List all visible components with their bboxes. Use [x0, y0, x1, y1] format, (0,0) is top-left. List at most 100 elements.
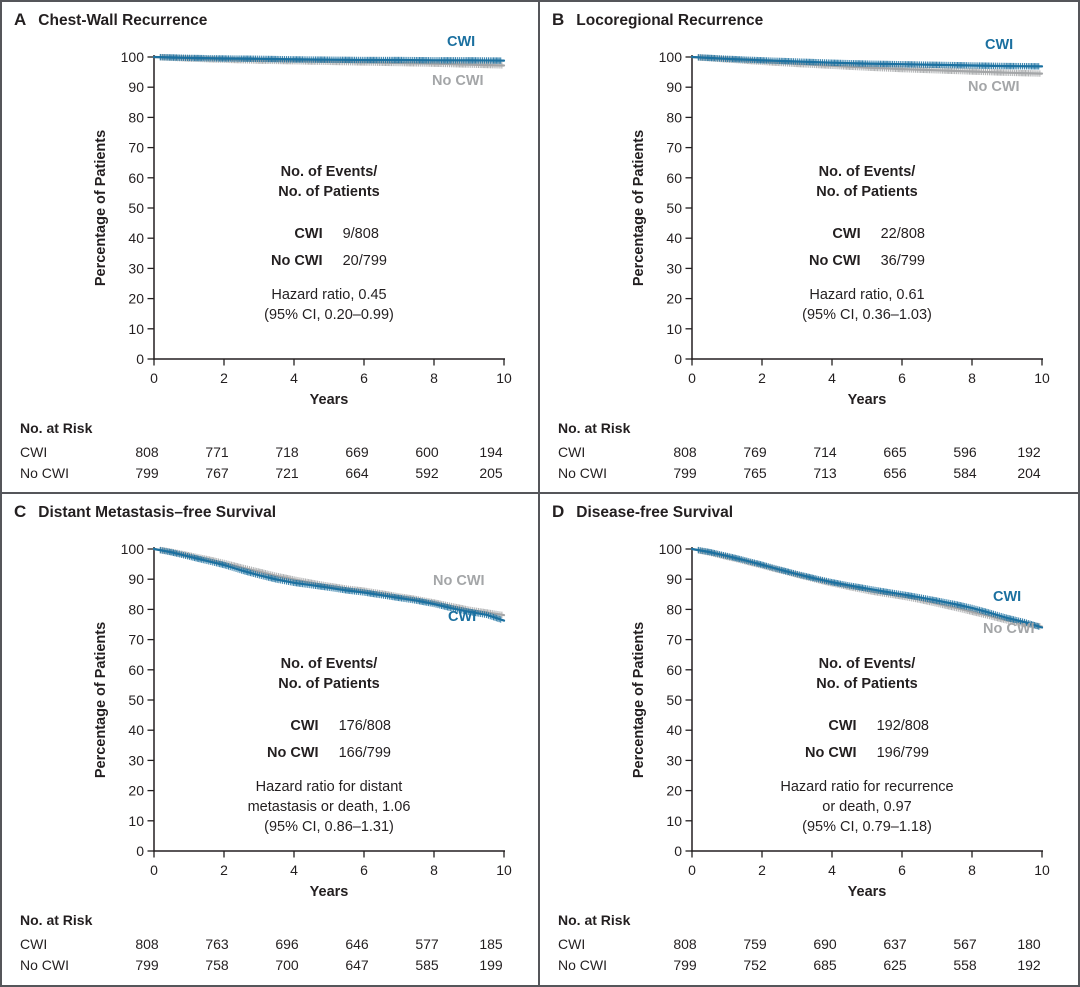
- events-row-value: 192/808: [876, 717, 929, 734]
- svg-text:50: 50: [666, 200, 682, 216]
- svg-text:20: 20: [666, 782, 682, 798]
- events-row-value: 22/808: [880, 226, 925, 242]
- svg-text:0: 0: [674, 351, 682, 367]
- at-risk-row-label: CWI: [20, 935, 48, 952]
- at-risk-value: 713: [813, 465, 837, 481]
- at-risk-header: No. at Risk: [20, 911, 93, 928]
- panel-header: D Disease-free Survival: [552, 502, 733, 522]
- at-risk-value: 584: [953, 465, 977, 481]
- at-risk-value: 180: [1017, 935, 1041, 952]
- at-risk-value: 656: [883, 465, 907, 481]
- x-axis-label: Years: [309, 392, 349, 408]
- panel-header: B Locoregional Recurrence: [552, 10, 763, 30]
- at-risk-value: 192: [1017, 956, 1041, 973]
- events-row-label: CWI: [832, 226, 861, 242]
- panel-header: C Distant Metastasis–free Survival: [14, 502, 276, 522]
- svg-text:40: 40: [128, 230, 144, 246]
- at-risk-row-no-cwi: No CWI 799 767 721 664 592 205: [2, 465, 538, 485]
- panel-title: Distant Metastasis–free Survival: [38, 503, 277, 521]
- km-plot: 0 10 20 30 40 50 60 70 80 90 100 0 2 4 6 8 10: [659, 541, 1050, 878]
- svg-text:40: 40: [128, 722, 144, 738]
- events-annotation: No. of Events/ No. of Patients CWI 9/808…: [154, 162, 504, 325]
- at-risk-value: 799: [135, 465, 159, 481]
- svg-text:100: 100: [659, 541, 683, 557]
- svg-text:90: 90: [128, 571, 144, 587]
- svg-text:60: 60: [128, 661, 144, 677]
- svg-text:0: 0: [688, 862, 696, 878]
- at-risk-row-cwi: CWI 808 771 718 669 600 194: [2, 444, 538, 464]
- svg-text:6: 6: [898, 862, 906, 878]
- svg-text:6: 6: [360, 370, 368, 386]
- panel-letter: B: [552, 10, 565, 29]
- events-header-line1: No. of Events/: [280, 655, 378, 672]
- at-risk-row-no-cwi: No CWI 799 752 685 625 558 192: [540, 957, 1078, 977]
- at-risk-row-cwi: CWI 808 763 696 646 577 185: [2, 936, 538, 956]
- events-annotation: No. of Events/ No. of Patients CWI 192/8…: [692, 654, 1042, 837]
- at-risk-value: 194: [479, 444, 503, 460]
- at-risk-value: 714: [813, 444, 837, 460]
- at-risk-value: 664: [345, 465, 369, 481]
- at-risk-value: 567: [953, 935, 977, 952]
- hazard-ratio-line: (95% CI, 0.20–0.99): [264, 307, 394, 323]
- svg-text:0: 0: [136, 351, 144, 367]
- hazard-ratio-line: metastasis or death, 1.06: [247, 798, 411, 815]
- at-risk-value: 646: [345, 935, 369, 952]
- number-at-risk-table: No. at Risk CWI 808 771 718 669 600 194 …: [2, 420, 538, 490]
- panel-title: Locoregional Recurrence: [576, 12, 764, 29]
- number-at-risk-table: No. at Risk CWI 808 763 696 646 577 185 …: [2, 912, 538, 982]
- hazard-ratio-line: Hazard ratio for distant: [255, 778, 403, 795]
- at-risk-row-no-cwi: No CWI 799 765 713 656 584 204: [540, 465, 1078, 485]
- svg-text:0: 0: [150, 862, 158, 878]
- svg-text:90: 90: [666, 571, 682, 587]
- events-row-label: No CWI: [271, 253, 323, 269]
- svg-text:8: 8: [430, 862, 438, 878]
- curve-label-cwi: CWI: [993, 588, 1022, 605]
- svg-text:10: 10: [666, 812, 682, 828]
- at-risk-row-cwi: CWI 808 769 714 665 596 192: [540, 444, 1078, 464]
- svg-text:30: 30: [666, 260, 682, 276]
- svg-text:30: 30: [666, 752, 682, 768]
- svg-text:80: 80: [128, 601, 144, 617]
- at-risk-value: 700: [275, 956, 299, 973]
- at-risk-value: 185: [479, 935, 503, 952]
- curve-label-cwi: CWI: [985, 37, 1014, 53]
- at-risk-value: 758: [205, 956, 229, 973]
- at-risk-value: 685: [813, 956, 837, 973]
- curve-label-cwi: CWI: [447, 34, 476, 50]
- at-risk-value: 808: [135, 935, 159, 952]
- svg-text:0: 0: [674, 843, 682, 859]
- curve-label-no-cwi: No CWI: [433, 572, 485, 589]
- hazard-ratio-line: or death, 0.97: [822, 798, 912, 815]
- at-risk-row-label: No CWI: [20, 956, 69, 973]
- at-risk-value: 192: [1017, 444, 1041, 460]
- events-row-label: No CWI: [809, 253, 861, 269]
- svg-text:70: 70: [128, 631, 144, 647]
- events-row-value: 9/808: [342, 226, 379, 242]
- at-risk-value: 718: [275, 444, 299, 460]
- events-row-value: 176/808: [338, 717, 391, 734]
- svg-text:70: 70: [128, 140, 144, 156]
- svg-text:60: 60: [666, 661, 682, 677]
- hazard-ratio-line: (95% CI, 0.79–1.18): [802, 818, 932, 835]
- svg-text:10: 10: [1034, 370, 1050, 386]
- svg-text:8: 8: [968, 862, 976, 878]
- svg-text:100: 100: [121, 541, 145, 557]
- events-row-value: 36/799: [880, 253, 925, 269]
- curve-label-no-cwi: No CWI: [968, 79, 1020, 95]
- at-risk-value: 752: [743, 956, 767, 973]
- at-risk-row-label: No CWI: [558, 465, 607, 481]
- at-risk-row-label: CWI: [558, 444, 586, 460]
- svg-text:6: 6: [898, 370, 906, 386]
- at-risk-header: No. at Risk: [558, 911, 631, 928]
- at-risk-value: 721: [275, 465, 299, 481]
- curve-label-no-cwi: No CWI: [432, 73, 484, 89]
- panel-distant-metastasis-free-survival: C Distant Metastasis–free Survival 0 10 20 3…: [2, 493, 540, 985]
- y-axis-label: Percentage of Patients: [631, 621, 647, 778]
- events-header-line1: No. of Events/: [818, 655, 916, 672]
- km-plot: 0 10 20 30 40 50 60 70 80 90 100 0 2 4 6 8 10: [121, 541, 512, 878]
- events-row-label: CWI: [290, 717, 319, 734]
- svg-text:100: 100: [659, 49, 683, 65]
- panel-header: A Chest-Wall Recurrence: [14, 10, 207, 30]
- at-risk-value: 199: [479, 956, 503, 973]
